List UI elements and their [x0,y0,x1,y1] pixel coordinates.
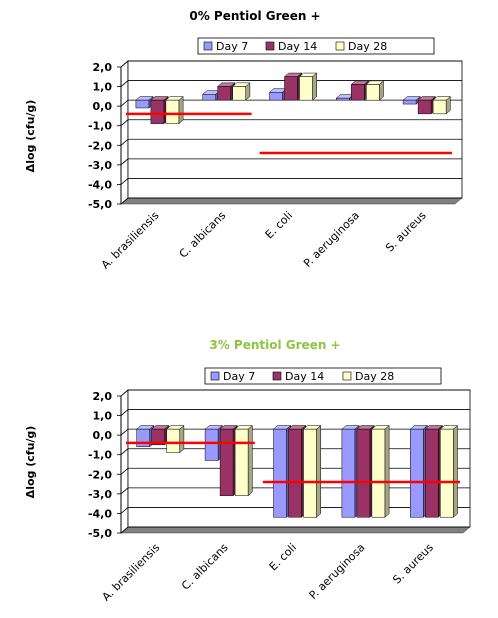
x-category-label: P. aeruginosa [307,541,368,602]
y-tick-label: -2,0 [88,468,112,481]
x-category-label: C. albicans [179,541,231,593]
bar-2-1 [287,424,307,518]
bar-3-0 [341,424,360,518]
x-category-label: S. aureus [383,209,429,255]
bar-1-1 [217,82,236,101]
bar-1-1 [219,424,238,497]
chart-side-wall [120,60,129,205]
bar-3-2 [365,80,385,101]
y-tick-label: -3,0 [88,488,112,501]
chart-2-legend: Day 7 Day 14 Day 28 [204,367,442,385]
chart-1-legend: Day 7 Day 14 Day 28 [197,37,435,55]
bar-3-1 [350,80,370,101]
gridline-depth [120,448,129,456]
bar-1-2 [232,82,251,101]
chart-2-plot-area: 2,0 1,0 0,0 -1,0 -2,0 -3,0 -4,0 -5,0A. brasilie… [88,389,471,604]
y-tick-label: -5,0 [88,198,112,211]
legend-label: Day 14 [278,40,317,53]
legend-label: Day 28 [348,40,387,53]
bar-1-2 [234,424,253,497]
legend-label: Day 7 [223,370,255,383]
chart-2-y-axis-label: Δlog (cfu/g) [24,426,37,499]
bar-0-2 [165,95,184,125]
x-category-label: A. brasiliensis [99,209,162,272]
y-tick-label: 1,0 [93,410,113,423]
legend-label: Day 28 [355,370,394,383]
chart-floor [120,197,463,205]
chart-1-plot-area: 2,0 1,0 0,0 -1,0 -2,0 -3,0 -4,0 -5,0A. brasilie… [88,60,463,272]
gridline-depth [120,138,129,146]
x-category-label: S. aureus [390,541,436,587]
legend-box [197,37,435,55]
gridline-depth [120,409,129,416]
x-category-label: E. coli [263,209,295,241]
bar-2-0 [268,88,288,101]
bar-2-1 [283,72,303,101]
legend-swatch [210,371,220,381]
bar-2-2 [298,72,318,101]
gridline-depth [120,526,129,534]
gridline-depth [120,197,129,205]
chart-side-wall [120,389,129,534]
bar-4-1 [417,95,436,115]
gridline-depth [120,389,129,397]
chart-panel-2: 3% Pentiol Green + Day 7 Day 14 Day 28 Δlo… [24,338,471,604]
legend-label: Day 14 [285,370,324,383]
y-tick-label: -4,0 [88,507,112,520]
gridline-depth [120,507,129,514]
chart-panel-1: 0% Pentiol Green + Day 7 Day 14 Day 28 Δlo… [24,9,463,272]
legend-swatch [342,371,352,381]
bar-4-2 [439,424,459,518]
chart-1-y-axis-label: Δlog (cfu/g) [24,100,37,173]
bar-2-0 [272,424,292,518]
gridline-depth [120,99,129,107]
y-tick-label: 0,0 [93,100,113,113]
gridline-depth [120,80,129,87]
y-tick-label: -5,0 [88,527,112,540]
legend-swatch [335,41,345,51]
bar-4-0 [402,95,421,105]
bar-3-2 [371,424,390,518]
chart-1-title: 0% Pentiol Green + [189,9,320,23]
bar-1-0 [202,90,221,101]
legend-swatch [265,41,275,51]
bar-3-1 [356,424,375,518]
bar-0-0 [135,95,154,109]
y-tick-label: -1,0 [88,449,112,462]
bar-4-1 [424,424,444,518]
y-tick-label: 0,0 [93,429,113,442]
legend-label: Day 7 [216,40,248,53]
gridline-depth [120,158,129,166]
y-tick-label: 1,0 [93,81,113,94]
y-tick-label: -1,0 [88,120,112,133]
gridline-depth [120,487,129,495]
bar-0-1 [150,95,169,125]
y-tick-label: 2,0 [93,390,113,403]
bar-4-2 [432,95,451,115]
legend-swatch [203,41,213,51]
gridline-depth [120,467,129,475]
legend-box [204,367,442,385]
chart-2-title: 3% Pentiol Green + [209,338,340,352]
x-category-label: C. albicans [177,209,229,261]
y-tick-label: -2,0 [88,139,112,152]
gridline-depth [120,119,129,127]
y-tick-label: 2,0 [93,61,113,74]
y-tick-label: -3,0 [88,159,112,172]
x-category-label: A. brasiliensis [100,541,163,604]
bar-4-0 [409,424,429,518]
gridline-depth [120,428,129,436]
bar-2-2 [302,424,322,518]
bar-0-2 [166,424,185,454]
chart-floor [120,526,471,534]
gridline-depth [120,60,129,68]
gridline-depth [120,178,129,185]
legend-swatch [272,371,282,381]
x-category-label: E. coli [267,541,299,573]
y-tick-label: -4,0 [88,178,112,191]
x-category-label: P. aeruginosa [301,209,362,270]
